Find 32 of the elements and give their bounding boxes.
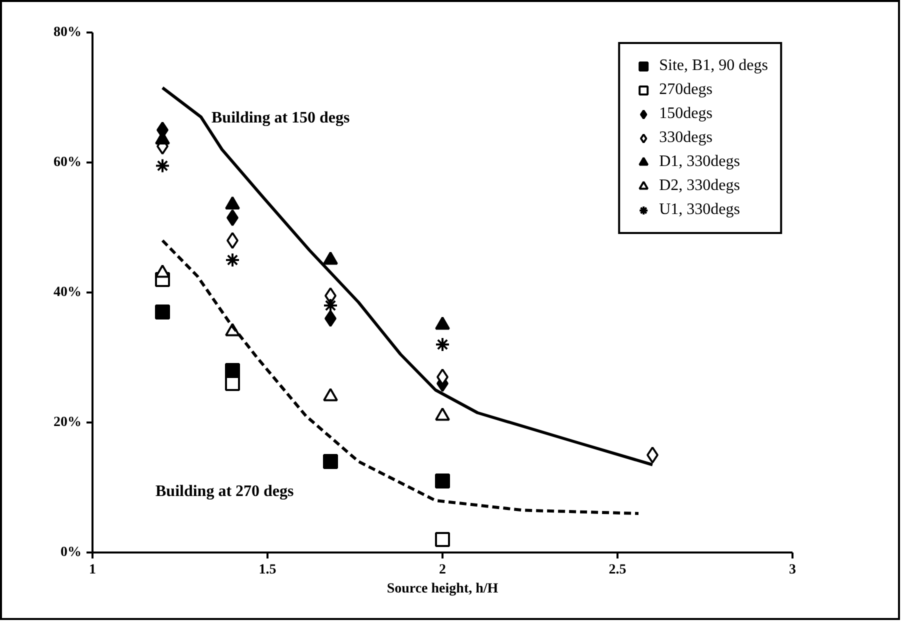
point	[323, 454, 338, 469]
x-tick-label: 1.5	[258, 562, 276, 578]
x-tick-label: 2.5	[608, 562, 626, 578]
point	[435, 474, 450, 488]
point	[323, 298, 338, 313]
point	[646, 446, 658, 464]
y-tick-label: 80%	[54, 25, 82, 40]
point	[435, 532, 450, 547]
point	[155, 304, 170, 320]
legend-label: 150degs	[659, 105, 712, 123]
y-tick-label: 20%	[54, 415, 82, 430]
point	[435, 337, 450, 352]
x-tick-label: 1	[89, 562, 96, 578]
y-tick-label: 40%	[54, 285, 82, 300]
annotation: Building at 270 degs	[156, 483, 294, 500]
x-axis-title: Source height, h/H	[386, 582, 498, 596]
point	[225, 252, 240, 268]
x-tick-label: 3	[789, 562, 796, 578]
legend-label: 270degs	[659, 81, 712, 99]
legend-label: D1, 330degs	[659, 153, 740, 171]
point	[225, 376, 240, 391]
point	[155, 158, 170, 174]
legend-label: D2, 330degs	[659, 177, 740, 195]
y-tick-label: 60%	[54, 155, 82, 170]
legend-label: 330degs	[659, 129, 712, 147]
legend-label: Site, B1, 90 degs	[659, 57, 768, 75]
y-tick-label: 0%	[60, 545, 82, 560]
x-tick-label: 2	[439, 562, 446, 578]
annotation: Building at 150 degs	[212, 109, 350, 126]
point	[226, 232, 238, 249]
legend-label: U1, 330degs	[659, 201, 740, 219]
point	[324, 310, 336, 327]
